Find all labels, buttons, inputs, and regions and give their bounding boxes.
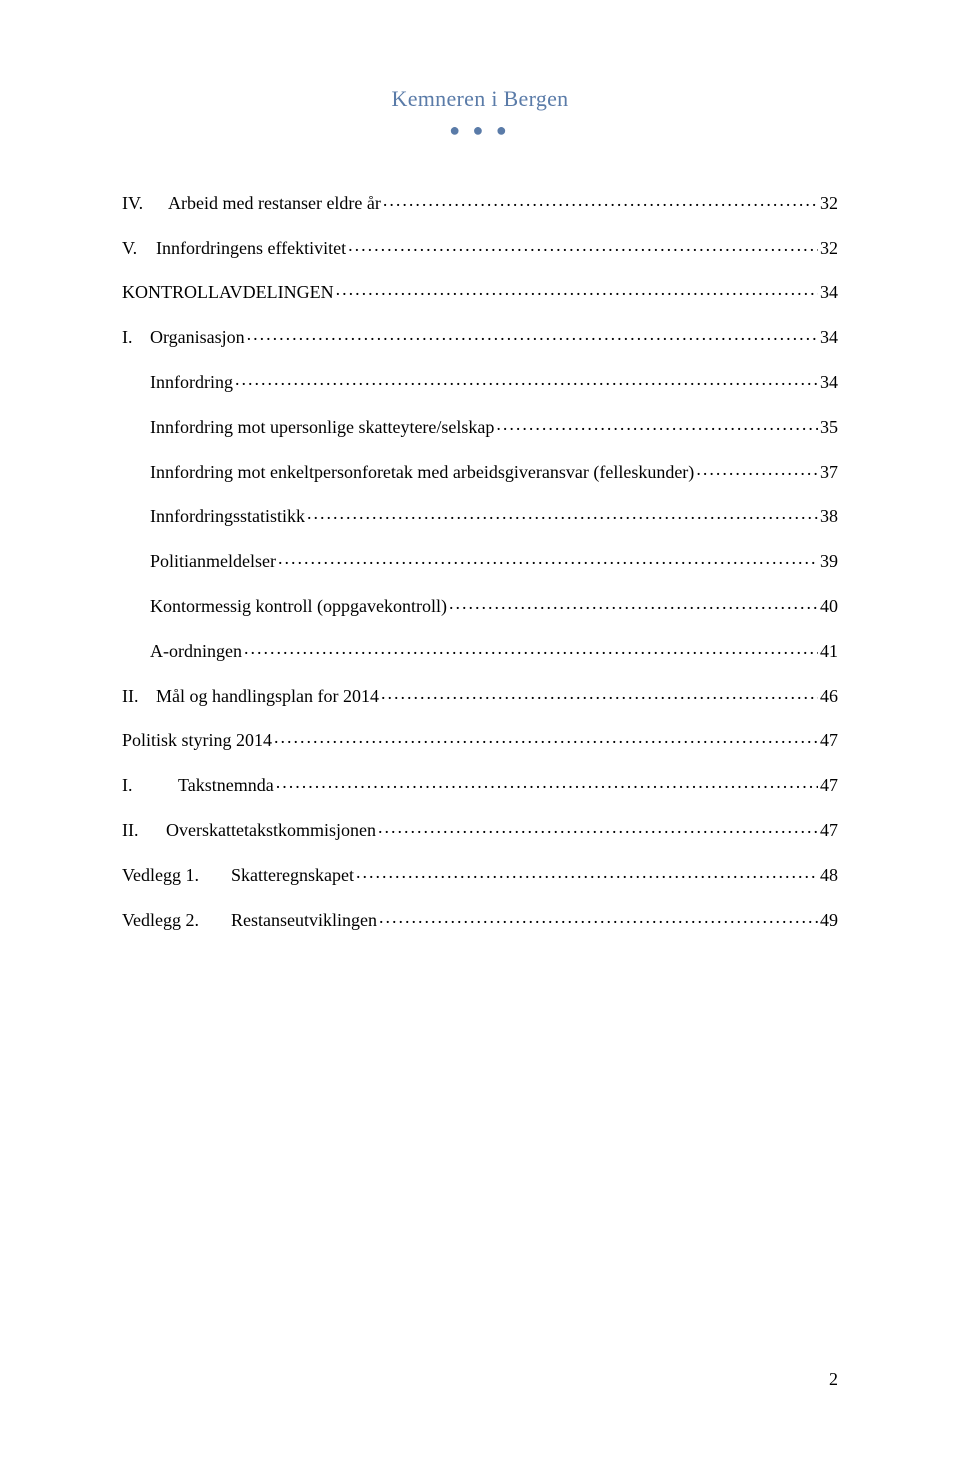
toc-entry-page: 46 xyxy=(820,687,838,705)
toc-leader-dots xyxy=(336,279,818,299)
toc-entry-prefix: IV. xyxy=(122,194,164,212)
toc-leader-dots xyxy=(378,816,818,836)
toc-leader-dots xyxy=(449,592,818,612)
toc-entry-prefix: V. xyxy=(122,239,152,257)
toc-entry: Innfordringsstatistikk 38 xyxy=(122,503,838,526)
toc-entry-title: Politisk styring 2014 xyxy=(122,730,272,750)
toc-entry: Politianmeldelser 39 xyxy=(122,547,838,570)
toc-entry-page: 49 xyxy=(820,911,838,929)
toc-entry-page: 34 xyxy=(820,283,838,301)
toc-entry-label: II. Overskattetakstkommisjonen xyxy=(122,821,376,839)
toc-entry: Innfordring mot upersonlige skatteytere/… xyxy=(122,413,838,436)
toc-entry-page: 32 xyxy=(820,194,838,212)
toc-entry-prefix: I. xyxy=(122,776,146,794)
toc-leader-dots xyxy=(274,727,818,747)
toc-entry-page: 37 xyxy=(820,463,838,481)
toc-entry-prefix: Vedlegg 2. xyxy=(122,911,199,929)
toc-entry-page: 34 xyxy=(820,328,838,346)
toc-leader-dots xyxy=(244,637,818,657)
toc-entry-label: A-ordningen xyxy=(150,642,242,660)
toc-entry-page: 35 xyxy=(820,418,838,436)
toc-entry-label: Innfordringsstatistikk xyxy=(150,507,305,525)
toc-entry: Kontormessig kontroll (oppgavekontroll) 4… xyxy=(122,592,838,615)
toc-leader-dots xyxy=(307,503,818,523)
toc-entry: Innfordring mot enkeltpersonforetak med … xyxy=(122,458,838,481)
toc-leader-dots xyxy=(383,189,818,209)
page-container: Kemneren i Bergen ● ● ● IV.Arbeid med re… xyxy=(0,0,960,1474)
toc-leader-dots xyxy=(348,234,818,254)
toc-entry-label: KONTROLLAVDELINGEN xyxy=(122,283,334,301)
toc-entry-title: Overskattetakstkommisjonen xyxy=(166,820,376,840)
toc-leader-dots xyxy=(235,368,818,388)
toc-entry: IV.Arbeid med restanser eldre år 32 xyxy=(122,189,838,212)
toc-entry-title: Kontormessig kontroll (oppgavekontroll) xyxy=(150,596,447,616)
toc-entry: Innfordring 34 xyxy=(122,368,838,391)
toc-entry: Vedlegg 1. Skatteregnskapet 48 xyxy=(122,861,838,884)
toc-entry-title: Mål og handlingsplan for 2014 xyxy=(156,686,379,706)
toc-entry: V.Innfordringens effektivitet 32 xyxy=(122,234,838,257)
toc-entry-label: II.Mål og handlingsplan for 2014 xyxy=(122,687,379,705)
toc-entry: I. Takstnemnda 47 xyxy=(122,771,838,794)
toc-entry: Politisk styring 2014 47 xyxy=(122,727,838,750)
toc-entry-label: V.Innfordringens effektivitet xyxy=(122,239,346,257)
toc-entry-label: IV.Arbeid med restanser eldre år xyxy=(122,194,381,212)
toc-entry-title: Arbeid med restanser eldre år xyxy=(168,193,381,213)
toc-entry: II. Overskattetakstkommisjonen 47 xyxy=(122,816,838,839)
toc-entry-title: Takstnemnda xyxy=(178,775,274,795)
toc-leader-dots xyxy=(247,323,818,343)
toc-entry-label: I. Takstnemnda xyxy=(122,776,274,794)
toc-entry-title: Politianmeldelser xyxy=(150,551,276,571)
toc-entry-title: Innfordring xyxy=(150,372,233,392)
toc-entry-prefix: II. xyxy=(122,821,152,839)
toc-entry-page: 47 xyxy=(820,731,838,749)
toc-entry-label: Politisk styring 2014 xyxy=(122,731,272,749)
toc-entry-page: 34 xyxy=(820,373,838,391)
toc-entry-prefix: I. xyxy=(122,328,146,346)
toc-entry: KONTROLLAVDELINGEN 34 xyxy=(122,279,838,302)
table-of-contents: IV.Arbeid med restanser eldre år32V.Innf… xyxy=(122,189,838,929)
toc-entry-label: Innfordring xyxy=(150,373,233,391)
toc-entry-title: Innfordring mot upersonlige skatteytere/… xyxy=(150,417,494,437)
toc-entry-title: Skatteregnskapet xyxy=(231,865,354,885)
page-number: 2 xyxy=(829,1369,838,1390)
toc-entry: II.Mål og handlingsplan for 2014 46 xyxy=(122,682,838,705)
toc-entry-page: 39 xyxy=(820,552,838,570)
toc-entry: I.Organisasjon 34 xyxy=(122,323,838,346)
toc-entry-label: Vedlegg 2. Restanseutviklingen xyxy=(122,911,377,929)
toc-entry-title: Innfordring mot enkeltpersonforetak med … xyxy=(150,462,694,482)
toc-entry-title: Restanseutviklingen xyxy=(231,910,377,930)
header-dots: ● ● ● xyxy=(122,120,838,141)
toc-entry: A-ordningen 41 xyxy=(122,637,838,660)
header-title: Kemneren i Bergen xyxy=(122,86,838,112)
toc-leader-dots xyxy=(381,682,818,702)
toc-entry-label: Innfordring mot enkeltpersonforetak med … xyxy=(150,463,694,481)
toc-leader-dots xyxy=(276,771,818,791)
toc-entry-label: I.Organisasjon xyxy=(122,328,245,346)
toc-entry-title: KONTROLLAVDELINGEN xyxy=(122,282,334,302)
toc-entry-page: 48 xyxy=(820,866,838,884)
toc-entry-prefix: Vedlegg 1. xyxy=(122,866,199,884)
toc-entry-title: Innfordringsstatistikk xyxy=(150,506,305,526)
toc-entry-title: Organisasjon xyxy=(150,327,245,347)
toc-leader-dots xyxy=(496,413,818,433)
toc-entry-page: 38 xyxy=(820,507,838,525)
toc-entry-label: Innfordring mot upersonlige skatteytere/… xyxy=(150,418,494,436)
toc-leader-dots xyxy=(696,458,818,478)
toc-entry-page: 40 xyxy=(820,597,838,615)
toc-entry-label: Vedlegg 1. Skatteregnskapet xyxy=(122,866,354,884)
toc-leader-dots xyxy=(379,906,818,926)
toc-entry: Vedlegg 2. Restanseutviklingen 49 xyxy=(122,906,838,929)
toc-entry-label: Politianmeldelser xyxy=(150,552,276,570)
toc-entry-title: Innfordringens effektivitet xyxy=(156,238,346,258)
page-header: Kemneren i Bergen ● ● ● xyxy=(122,86,838,141)
toc-entry-title: A-ordningen xyxy=(150,641,242,661)
toc-entry-label: Kontormessig kontroll (oppgavekontroll) xyxy=(150,597,447,615)
toc-entry-page: 47 xyxy=(820,821,838,839)
toc-entry-page: 47 xyxy=(820,776,838,794)
toc-entry-page: 32 xyxy=(820,239,838,257)
toc-entry-page: 41 xyxy=(820,642,838,660)
toc-leader-dots xyxy=(356,861,818,881)
toc-entry-prefix: II. xyxy=(122,687,152,705)
toc-leader-dots xyxy=(278,547,818,567)
